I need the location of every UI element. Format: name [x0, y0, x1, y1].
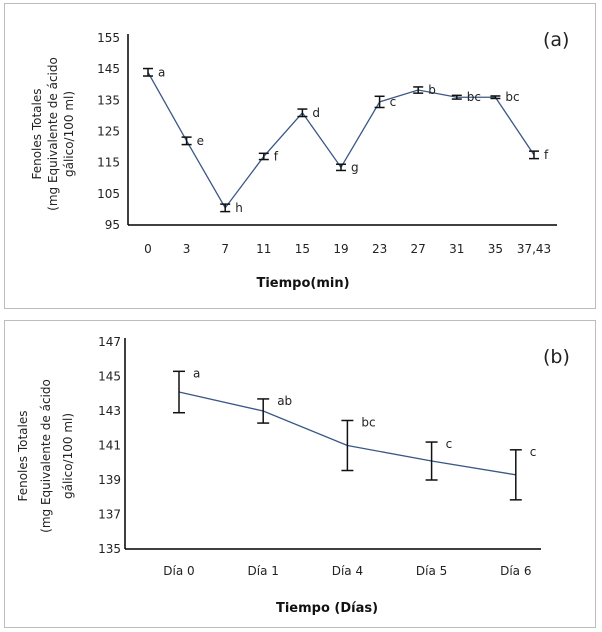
y-axis-title-line-3: gálico/100 ml) [62, 91, 76, 177]
y-tick-label: 105 [97, 187, 120, 201]
significance-label: bc [361, 415, 375, 429]
y-tick-label: 135 [98, 542, 121, 556]
significance-label: b [428, 83, 436, 97]
x-tick-label: 19 [333, 242, 348, 256]
y-axis-title-line-2: (mg Equivalente de ácido [39, 379, 53, 533]
chart-a-svg: Fenoles Totales (mg Equivalente de ácido… [30, 29, 569, 291]
y-tick-label: 145 [98, 370, 121, 384]
y-tick-label: 135 [97, 93, 120, 107]
y-tick-label: 95 [105, 218, 120, 232]
x-tick-label: Día 0 [163, 564, 194, 578]
y-tick-label: 143 [98, 404, 121, 418]
x-tick-label: Día 4 [332, 564, 363, 578]
significance-label: h [235, 201, 243, 215]
y-tick-label: 141 [98, 439, 121, 453]
chart-panel-a: Fenoles Totales (mg Equivalente de ácido… [4, 3, 596, 309]
significance-label: d [312, 106, 320, 120]
x-tick-label: Día 6 [500, 564, 531, 578]
panel-label-a: (a) [543, 29, 569, 51]
chart-panel-b: Fenoles Totales (mg Equivalente de ácido… [4, 320, 596, 628]
significance-label: bc [467, 90, 481, 104]
significance-label: ab [277, 394, 292, 408]
x-tick-label: Día 5 [416, 564, 447, 578]
significance-label: a [158, 65, 165, 79]
x-tick-label: 31 [449, 242, 464, 256]
x-tick-label: 15 [295, 242, 310, 256]
y-axis-title-line-3: gálico/100 ml) [61, 413, 75, 499]
x-tick-label: 27 [411, 242, 426, 256]
significance-label: c [446, 437, 453, 451]
x-tick-label: 37,43 [517, 242, 551, 256]
x-tick-label: 11 [256, 242, 271, 256]
significance-label: c [530, 445, 537, 459]
significance-label: f [274, 149, 279, 163]
y-tick-label: 155 [97, 31, 120, 45]
x-axis-title-a: Tiempo(min) [256, 276, 349, 291]
y-axis-title-line-1: Fenoles Totales [30, 88, 44, 179]
y-tick-label: 139 [98, 473, 121, 487]
significance-label: e [197, 134, 204, 148]
y-tick-label: 125 [97, 125, 120, 139]
y-axis-title-a: Fenoles Totales (mg Equivalente de ácido… [30, 57, 76, 211]
y-axis-title-line-2: (mg Equivalente de ácido [46, 57, 60, 211]
y-tick-label: 115 [97, 156, 120, 170]
significance-label: a [193, 366, 200, 380]
x-tick-label: 23 [372, 242, 387, 256]
x-tick-label: Día 1 [248, 564, 279, 578]
x-tick-label: 3 [183, 242, 191, 256]
chart-b-svg: Fenoles Totales (mg Equivalente de ácido… [16, 335, 570, 616]
y-axis-title-line-1: Fenoles Totales [16, 410, 30, 501]
significance-label: bc [505, 90, 519, 104]
y-axis-title-b: Fenoles Totales (mg Equivalente de ácido… [16, 379, 75, 533]
significance-label: c [390, 95, 397, 109]
x-tick-label: 35 [488, 242, 503, 256]
y-tick-label: 147 [98, 335, 121, 349]
panel-label-b: (b) [543, 346, 570, 368]
x-axis-title-b: Tiempo (Días) [276, 601, 378, 616]
x-tick-label: 7 [221, 242, 229, 256]
y-tick-label: 145 [97, 62, 120, 76]
x-tick-label: 0 [144, 242, 152, 256]
y-tick-label: 137 [98, 508, 121, 522]
significance-label: f [544, 148, 549, 162]
significance-label: g [351, 160, 359, 174]
